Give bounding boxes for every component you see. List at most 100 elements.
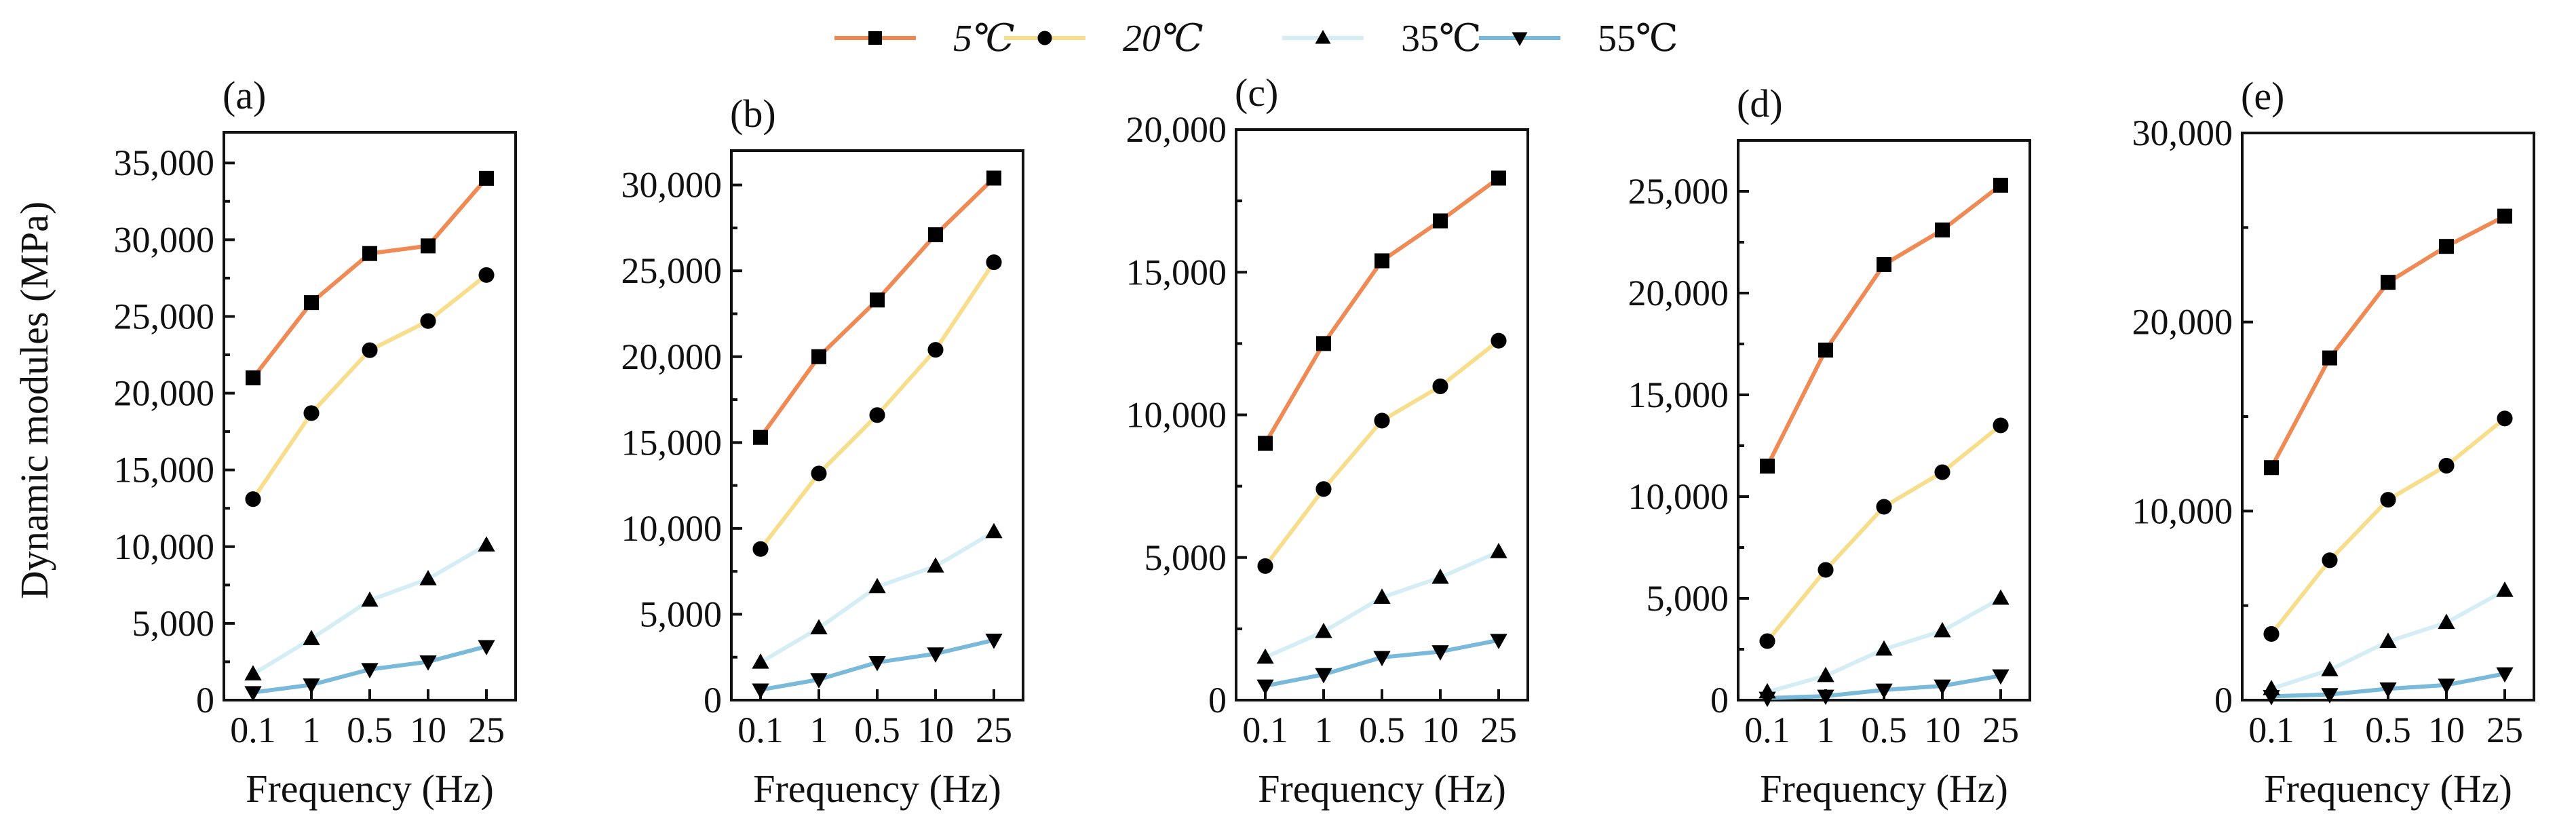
data-point: [1818, 343, 1833, 358]
data-point: [2439, 239, 2454, 254]
y-tick-label: 15,000: [114, 450, 215, 491]
data-point: [2496, 581, 2514, 597]
data-point: [753, 429, 768, 445]
y-tick-label: 30,000: [2132, 113, 2233, 153]
data-point: [303, 678, 320, 694]
y-tick-label: 0: [2214, 680, 2233, 720]
data-point: [246, 370, 261, 385]
data-point: [2497, 208, 2512, 224]
x-tick-label: 1: [2321, 710, 2339, 750]
legend-entry: 35℃: [1282, 18, 1482, 60]
data-point: [1373, 651, 1391, 667]
data-point: [2497, 410, 2513, 427]
data-point: [1431, 645, 1449, 661]
y-tick-label: 25,000: [114, 296, 215, 336]
data-point: [2322, 350, 2337, 366]
data-point: [1934, 679, 1951, 695]
x-axis-title: Frequency (Hz): [1760, 767, 2008, 811]
series-line: [2269, 417, 2506, 636]
data-point: [2438, 678, 2455, 694]
legend-label: 35℃: [1401, 18, 1482, 60]
x-tick-label: 0.5: [2365, 710, 2411, 750]
series-line: [251, 273, 488, 501]
data-point: [1817, 689, 1834, 706]
y-tick-label: 0: [704, 680, 722, 720]
data-point: [752, 683, 769, 699]
data-point: [752, 541, 769, 557]
y-tick-label: 5,000: [1145, 537, 1227, 578]
data-point: [362, 342, 378, 358]
y-tick-label: 20,000: [114, 373, 215, 414]
data-point: [2263, 626, 2280, 642]
series-line: [1263, 176, 1500, 445]
x-tick-label: 0.5: [854, 710, 900, 750]
data-point: [1490, 634, 1507, 649]
data-point: [927, 557, 944, 573]
data-point: [479, 170, 494, 186]
data-point: [2496, 667, 2514, 683]
y-tick-label: 0: [196, 680, 214, 720]
x-tick-label: 10: [917, 710, 954, 750]
y-tick-label: 10,000: [2132, 491, 2233, 531]
data-point: [2438, 613, 2455, 630]
data-point: [303, 405, 320, 421]
data-point: [362, 246, 377, 261]
y-tick-label: 10,000: [1628, 476, 1729, 517]
legend-marker: [1037, 31, 1052, 45]
y-tick-label: 5,000: [132, 603, 215, 644]
x-tick-label: 10: [410, 710, 446, 750]
data-point: [1431, 568, 1449, 584]
data-point: [361, 663, 379, 678]
x-tick-label: 1: [303, 710, 321, 750]
data-point: [810, 619, 828, 635]
data-point: [868, 655, 886, 672]
data-point: [1257, 558, 1273, 574]
data-point: [811, 349, 826, 364]
x-axis-title: Frequency (Hz): [246, 767, 494, 811]
data-point: [1876, 499, 1892, 515]
data-point: [1935, 223, 1950, 237]
chart-panel: (a) 0 5,000 10,000 15,000 20,000 25,000 30,000 3…: [114, 73, 517, 811]
data-point: [1993, 417, 2009, 434]
series-line: [758, 176, 996, 439]
y-tick-label: 15,000: [621, 422, 723, 463]
data-point: [421, 238, 436, 254]
legend-entry: 20℃: [1004, 18, 1204, 60]
panel-label: (c): [1235, 71, 1278, 115]
data-point: [1491, 170, 1506, 186]
data-point: [1875, 683, 1893, 699]
data-point: [2379, 682, 2397, 698]
x-tick-label: 1: [810, 710, 828, 750]
data-point: [1258, 436, 1273, 451]
data-point: [1256, 679, 1274, 695]
data-point: [1759, 633, 1775, 649]
y-tick-label: 35,000: [114, 142, 215, 183]
data-point: [1993, 178, 2008, 193]
series-line: [1765, 423, 2002, 642]
y-tick-label: 0: [1710, 680, 1729, 720]
data-point: [2381, 275, 2396, 290]
data-point: [1818, 562, 1834, 578]
x-tick-label: 10: [1924, 710, 1961, 750]
legend-marker: [1315, 30, 1331, 44]
legend-marker: [1512, 32, 1528, 46]
data-point: [1374, 412, 1390, 429]
data-point: [2321, 661, 2339, 676]
data-point: [986, 170, 1001, 186]
y-tick-label: 20,000: [2132, 302, 2233, 343]
data-point: [1433, 213, 1448, 229]
y-tick-label: 30,000: [114, 219, 215, 260]
data-point: [1934, 621, 1951, 638]
x-tick-label: 0.1: [230, 710, 276, 750]
x-tick-label: 0.5: [1861, 710, 1907, 750]
y-tick-label: 5,000: [640, 594, 723, 634]
x-tick-label: 0.5: [1359, 710, 1405, 750]
data-point: [419, 570, 437, 585]
x-tick-label: 25: [2486, 710, 2523, 750]
data-point: [810, 673, 828, 689]
data-point: [478, 640, 495, 656]
data-point: [1992, 589, 2010, 605]
y-axis-title: Dynamic modules (MPa): [12, 201, 56, 599]
data-point: [478, 267, 495, 283]
y-tick-label: 10,000: [1126, 395, 1227, 436]
